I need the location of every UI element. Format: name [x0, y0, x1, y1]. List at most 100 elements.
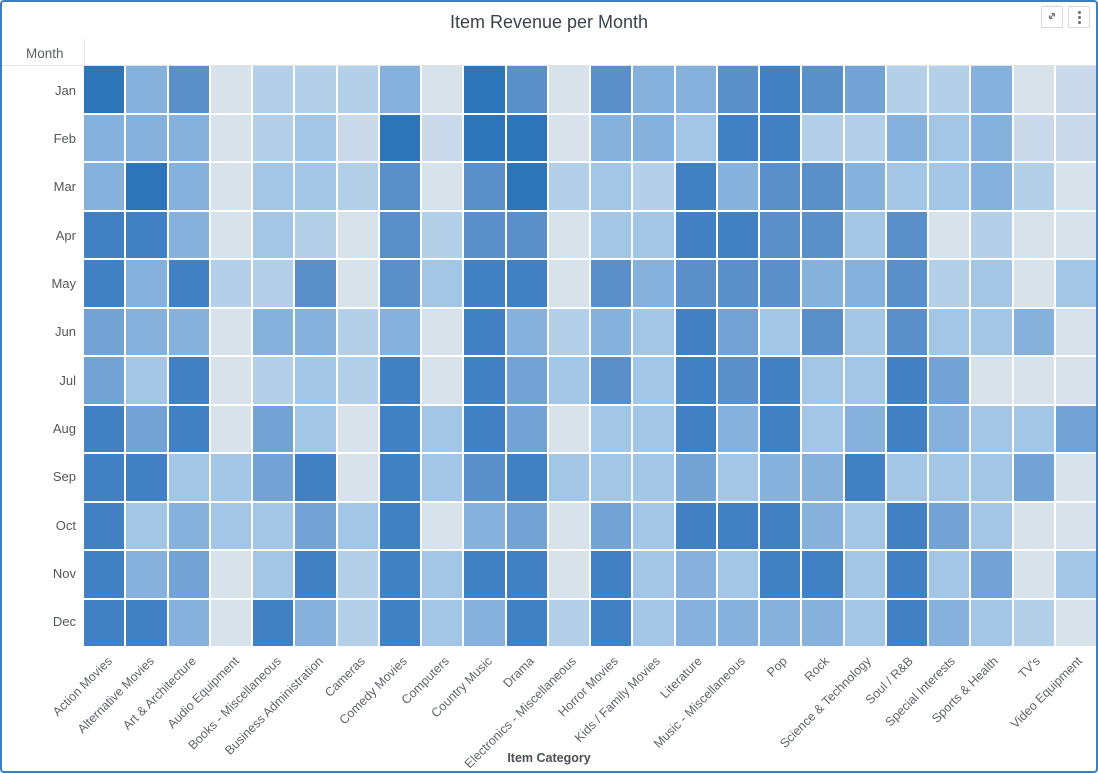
- heatmap-cell[interactable]: [1055, 551, 1096, 598]
- heatmap-cell[interactable]: [844, 599, 885, 646]
- heatmap-cell[interactable]: [253, 551, 294, 598]
- heatmap-cell[interactable]: [253, 114, 294, 161]
- heatmap-cell[interactable]: [84, 502, 125, 549]
- heatmap-cell[interactable]: [675, 211, 716, 258]
- heatmap-cell[interactable]: [844, 454, 885, 501]
- heatmap-cell[interactable]: [591, 551, 632, 598]
- heatmap-cell[interactable]: [675, 163, 716, 210]
- heatmap-cell[interactable]: [168, 551, 209, 598]
- heatmap-cell[interactable]: [84, 551, 125, 598]
- heatmap-cell[interactable]: [337, 599, 378, 646]
- heatmap-cell[interactable]: [1013, 599, 1054, 646]
- heatmap-cell[interactable]: [1013, 114, 1054, 161]
- heatmap-cell[interactable]: [506, 308, 547, 355]
- heatmap-cell[interactable]: [717, 502, 758, 549]
- heatmap-cell[interactable]: [633, 357, 674, 404]
- heatmap-cell[interactable]: [591, 357, 632, 404]
- heatmap-cell[interactable]: [971, 599, 1012, 646]
- heatmap-cell[interactable]: [760, 66, 801, 113]
- heatmap-cell[interactable]: [971, 551, 1012, 598]
- heatmap-cell[interactable]: [886, 357, 927, 404]
- heatmap-cell[interactable]: [422, 308, 463, 355]
- heatmap-cell[interactable]: [464, 211, 505, 258]
- heatmap-cell[interactable]: [548, 357, 589, 404]
- heatmap-cell[interactable]: [802, 211, 843, 258]
- heatmap-cell[interactable]: [126, 66, 167, 113]
- heatmap-cell[interactable]: [591, 599, 632, 646]
- heatmap-cell[interactable]: [548, 551, 589, 598]
- heatmap-cell[interactable]: [591, 454, 632, 501]
- heatmap-cell[interactable]: [548, 502, 589, 549]
- heatmap-cell[interactable]: [337, 454, 378, 501]
- heatmap-cell[interactable]: [971, 114, 1012, 161]
- heatmap-cell[interactable]: [675, 405, 716, 452]
- heatmap-cell[interactable]: [929, 260, 970, 307]
- heatmap-cell[interactable]: [591, 211, 632, 258]
- heatmap-cell[interactable]: [675, 454, 716, 501]
- heatmap-cell[interactable]: [929, 454, 970, 501]
- heatmap-cell[interactable]: [126, 599, 167, 646]
- heatmap-cell[interactable]: [168, 66, 209, 113]
- heatmap-cell[interactable]: [844, 308, 885, 355]
- heatmap-cell[interactable]: [971, 405, 1012, 452]
- heatmap-cell[interactable]: [633, 114, 674, 161]
- heatmap-cell[interactable]: [126, 211, 167, 258]
- heatmap-cell[interactable]: [548, 454, 589, 501]
- heatmap-cell[interactable]: [379, 211, 420, 258]
- heatmap-cell[interactable]: [210, 260, 251, 307]
- heatmap-cell[interactable]: [971, 357, 1012, 404]
- heatmap-cell[interactable]: [253, 405, 294, 452]
- heatmap-cell[interactable]: [126, 308, 167, 355]
- heatmap-cell[interactable]: [422, 163, 463, 210]
- heatmap-cell[interactable]: [379, 405, 420, 452]
- heatmap-cell[interactable]: [210, 551, 251, 598]
- heatmap-cell[interactable]: [253, 308, 294, 355]
- heatmap-cell[interactable]: [760, 599, 801, 646]
- heatmap-cell[interactable]: [760, 308, 801, 355]
- heatmap-cell[interactable]: [1013, 551, 1054, 598]
- heatmap-cell[interactable]: [633, 308, 674, 355]
- heatmap-cell[interactable]: [844, 551, 885, 598]
- heatmap-cell[interactable]: [506, 163, 547, 210]
- heatmap-cell[interactable]: [295, 66, 336, 113]
- heatmap-cell[interactable]: [168, 357, 209, 404]
- heatmap-cell[interactable]: [675, 308, 716, 355]
- heatmap-cell[interactable]: [464, 260, 505, 307]
- heatmap-cell[interactable]: [717, 260, 758, 307]
- heatmap-cell[interactable]: [337, 551, 378, 598]
- heatmap-cell[interactable]: [126, 454, 167, 501]
- heatmap-cell[interactable]: [633, 502, 674, 549]
- heatmap-cell[interactable]: [929, 66, 970, 113]
- heatmap-cell[interactable]: [506, 357, 547, 404]
- heatmap-cell[interactable]: [464, 502, 505, 549]
- heatmap-cell[interactable]: [126, 163, 167, 210]
- heatmap-cell[interactable]: [1055, 66, 1096, 113]
- heatmap-cell[interactable]: [253, 599, 294, 646]
- heatmap-cell[interactable]: [802, 405, 843, 452]
- heatmap-cell[interactable]: [168, 599, 209, 646]
- heatmap-cell[interactable]: [126, 260, 167, 307]
- heatmap-cell[interactable]: [760, 551, 801, 598]
- heatmap-cell[interactable]: [886, 211, 927, 258]
- heatmap-cell[interactable]: [422, 66, 463, 113]
- heatmap-cell[interactable]: [591, 308, 632, 355]
- heatmap-cell[interactable]: [1055, 599, 1096, 646]
- heatmap-cell[interactable]: [379, 260, 420, 307]
- heatmap-cell[interactable]: [886, 454, 927, 501]
- heatmap-cell[interactable]: [337, 405, 378, 452]
- heatmap-cell[interactable]: [1055, 163, 1096, 210]
- heatmap-cell[interactable]: [84, 260, 125, 307]
- heatmap-cell[interactable]: [295, 163, 336, 210]
- heatmap-cell[interactable]: [675, 357, 716, 404]
- heatmap-cell[interactable]: [126, 502, 167, 549]
- heatmap-cell[interactable]: [337, 163, 378, 210]
- heatmap-cell[interactable]: [844, 66, 885, 113]
- heatmap-cell[interactable]: [1013, 163, 1054, 210]
- heatmap-cell[interactable]: [760, 454, 801, 501]
- heatmap-cell[interactable]: [295, 405, 336, 452]
- heatmap-cell[interactable]: [464, 599, 505, 646]
- heatmap-cell[interactable]: [675, 502, 716, 549]
- heatmap-cell[interactable]: [379, 454, 420, 501]
- heatmap-cell[interactable]: [1055, 502, 1096, 549]
- heatmap-cell[interactable]: [210, 405, 251, 452]
